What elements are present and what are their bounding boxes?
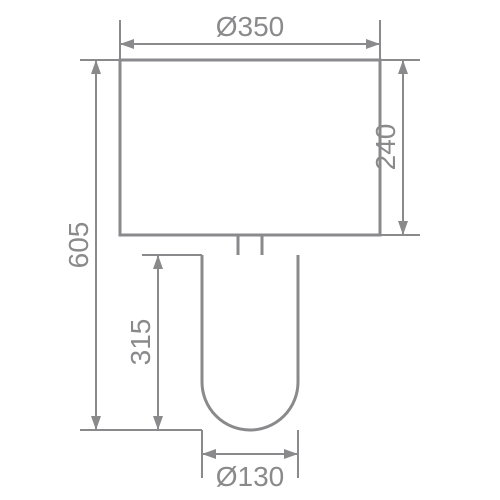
lamp-shade xyxy=(120,60,380,235)
dim-left-lower-label: 315 xyxy=(125,319,156,366)
dim-right: 240 xyxy=(370,60,420,235)
dim-left-overall-label: 605 xyxy=(63,222,94,269)
lamp-body xyxy=(202,255,298,430)
dim-bottom: Ø130 xyxy=(202,430,298,492)
dim-left-lower: 315 xyxy=(125,255,202,430)
lamp-stem xyxy=(238,235,262,255)
dim-left-overall: 605 xyxy=(63,60,202,430)
dim-top-label: Ø350 xyxy=(216,11,285,42)
dim-right-label: 240 xyxy=(370,124,401,171)
dim-bottom-label: Ø130 xyxy=(216,461,285,492)
dim-top: Ø350 xyxy=(120,11,380,60)
lamp-dimension-diagram: Ø350 240 605 315 Ø130 xyxy=(0,0,500,500)
